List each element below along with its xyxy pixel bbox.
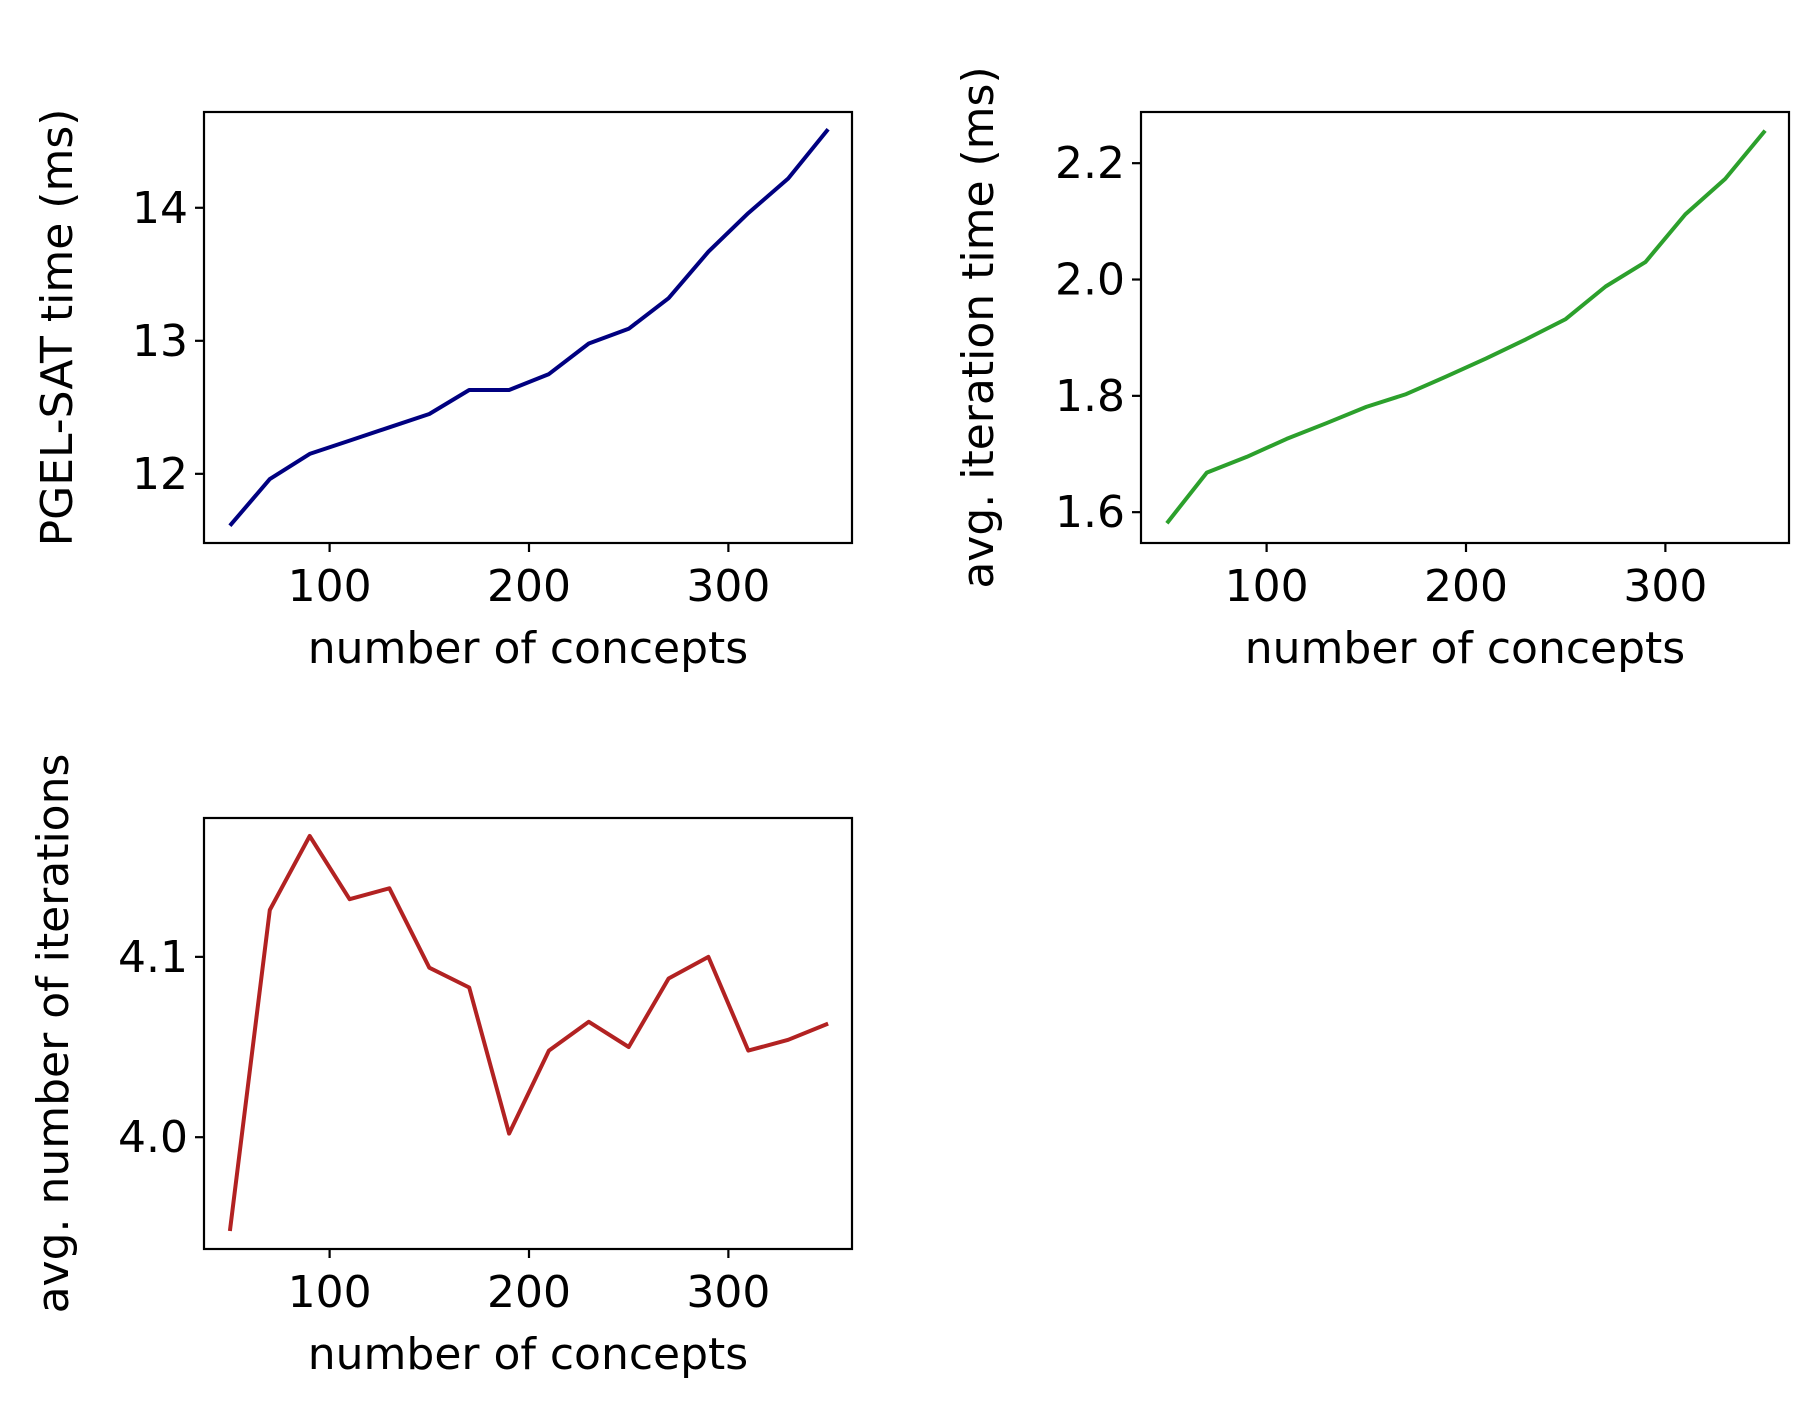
y-tick-label: 4.1 bbox=[118, 932, 188, 983]
y-tick-label: 2.0 bbox=[1055, 255, 1125, 306]
y-axis-label: PGEL-SAT time (ms) bbox=[32, 109, 83, 547]
y-axis-label: avg. iteration time (ms) bbox=[953, 66, 1004, 588]
x-tick-label: 300 bbox=[686, 1267, 770, 1318]
x-axis-label: number of concepts bbox=[1245, 623, 1685, 674]
x-axis-label: number of concepts bbox=[308, 623, 748, 674]
y-axis-label: avg. number of iterations bbox=[28, 754, 79, 1314]
x-tick-label: 300 bbox=[686, 561, 770, 612]
panel-pgel-sat-time: number of concepts PGEL-SAT time (ms) 10… bbox=[32, 109, 854, 674]
y-tick-label: 1.6 bbox=[1055, 487, 1125, 538]
series-line bbox=[1165, 129, 1767, 525]
x-tick-label: 100 bbox=[288, 1267, 372, 1318]
y-tick-label: 1.8 bbox=[1055, 371, 1125, 422]
y-tick-label: 12 bbox=[132, 449, 188, 500]
panel-avg-number-of-iterations: number of concepts avg. number of iterat… bbox=[28, 754, 854, 1380]
y-tick-label: 13 bbox=[132, 316, 188, 367]
x-tick-label: 200 bbox=[1424, 561, 1508, 612]
panel-avg-iteration-time: number of concepts avg. iteration time (… bbox=[953, 66, 1791, 674]
x-axis-label: number of concepts bbox=[308, 1329, 748, 1380]
series-line bbox=[227, 834, 829, 1232]
x-tick-label: 100 bbox=[1225, 561, 1309, 612]
x-tick-label: 300 bbox=[1623, 561, 1707, 612]
x-tick-label: 100 bbox=[288, 561, 372, 612]
series-line bbox=[228, 128, 830, 528]
x-tick-label: 200 bbox=[487, 1267, 571, 1318]
x-tick-label: 200 bbox=[487, 561, 571, 612]
y-tick-label: 2.2 bbox=[1055, 138, 1125, 189]
y-tick-label: 14 bbox=[132, 183, 188, 234]
y-tick-label: 4.0 bbox=[118, 1112, 188, 1163]
